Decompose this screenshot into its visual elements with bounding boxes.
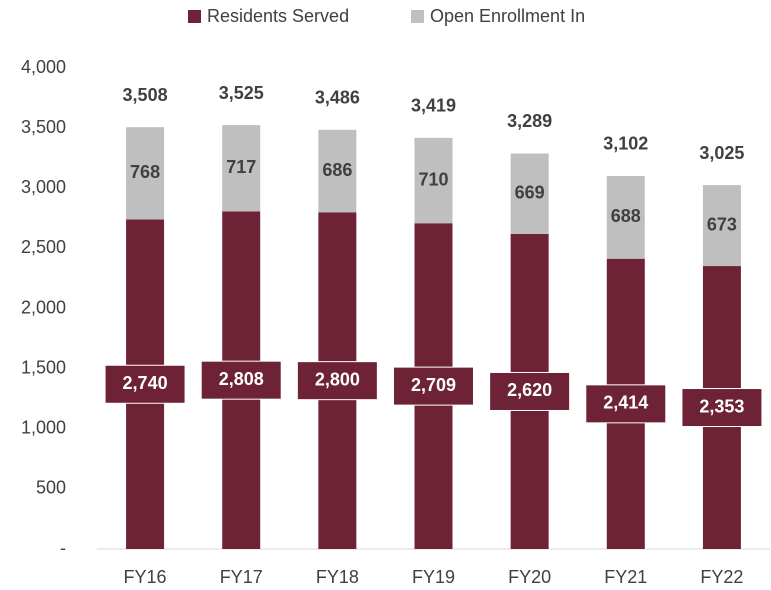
data-label: 2,353 xyxy=(699,396,744,416)
legend-label: Residents Served xyxy=(207,6,349,26)
data-label-box xyxy=(585,384,667,424)
data-label: 2,620 xyxy=(507,380,552,400)
bar-segment xyxy=(702,185,741,267)
bar-segment xyxy=(414,137,453,224)
data-label-box xyxy=(200,360,282,400)
y-tick-label: 3,000 xyxy=(21,177,66,197)
bar-segment xyxy=(606,175,645,259)
total-label: 3,419 xyxy=(411,96,456,116)
y-tick-label: - xyxy=(60,538,66,558)
legend-label: Open Enrollment In xyxy=(430,6,585,26)
data-label: 2,800 xyxy=(315,369,360,389)
y-tick-label: 4,000 xyxy=(21,57,66,77)
data-label: 686 xyxy=(322,160,352,180)
y-tick-label: 3,500 xyxy=(21,117,66,137)
x-tick-label: FY20 xyxy=(508,567,551,587)
data-label: 2,740 xyxy=(123,373,168,393)
data-label-box xyxy=(489,371,571,411)
total-label: 3,289 xyxy=(507,111,552,131)
x-tick-label: FY21 xyxy=(604,567,647,587)
bar-segment xyxy=(126,127,165,220)
y-tick-label: 1,000 xyxy=(21,418,66,438)
x-tick-label: FY16 xyxy=(124,567,167,587)
bar-segment xyxy=(222,125,261,212)
data-label: 710 xyxy=(418,169,448,189)
y-tick-label: 500 xyxy=(36,478,66,498)
data-label: 688 xyxy=(611,206,641,226)
x-tick-label: FY19 xyxy=(412,567,455,587)
y-tick-label: 1,500 xyxy=(21,357,66,377)
data-label: 2,709 xyxy=(411,375,456,395)
data-label: 669 xyxy=(515,182,545,202)
y-tick-label: 2,500 xyxy=(21,237,66,257)
data-label: 768 xyxy=(130,162,160,182)
legend-swatch xyxy=(411,10,424,23)
total-label: 3,486 xyxy=(315,88,360,108)
total-label: 3,525 xyxy=(219,83,264,103)
x-tick-label: FY18 xyxy=(316,567,359,587)
data-label-box xyxy=(104,364,186,404)
data-label-box xyxy=(681,388,763,428)
total-label: 3,025 xyxy=(699,143,744,163)
data-label: 673 xyxy=(707,214,737,234)
data-label-box xyxy=(296,361,378,401)
total-label: 3,508 xyxy=(123,85,168,105)
data-label: 2,414 xyxy=(603,393,648,413)
x-tick-label: FY17 xyxy=(220,567,263,587)
data-label: 2,808 xyxy=(219,369,264,389)
data-label: 717 xyxy=(226,157,256,177)
y-tick-label: 2,000 xyxy=(21,297,66,317)
total-label: 3,102 xyxy=(603,134,648,154)
bar-segment xyxy=(510,153,549,234)
data-label-box xyxy=(393,366,474,406)
bar-segment xyxy=(318,129,357,213)
x-tick-label: FY22 xyxy=(700,567,743,587)
legend-swatch xyxy=(188,10,201,23)
